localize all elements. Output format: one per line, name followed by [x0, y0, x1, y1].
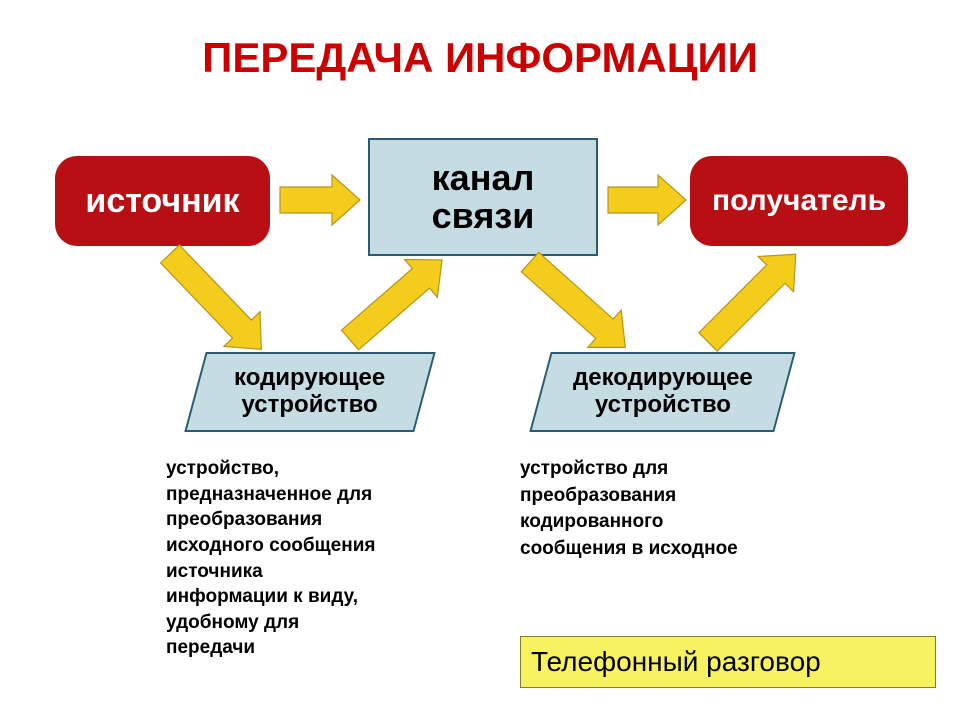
arrow-decoder-to-receiver [690, 237, 813, 360]
footer-label: Телефонный разговор [531, 646, 821, 678]
node-channel-label: канал связи [432, 159, 535, 235]
arrow-encoder-to-channel [334, 241, 459, 359]
arrow-channel-to-decoder [513, 243, 642, 366]
node-receiver: получатель [690, 156, 908, 246]
node-source: источник [55, 156, 270, 246]
node-encoder-label: кодирующее устройство [234, 365, 385, 419]
arrows-layer [0, 0, 960, 720]
node-encoder: кодирующее устройство [184, 352, 435, 432]
diagram-canvas: ПЕРЕДАЧА ИНФОРМАЦИИ источник канал связи… [0, 0, 960, 720]
node-decoder: декодирующее устройство [529, 352, 795, 432]
node-receiver-label: получатель [712, 184, 886, 218]
encoder-description: устройство, предназначенное для преобраз… [166, 456, 376, 661]
diagram-title: ПЕРЕДАЧА ИНФОРМАЦИИ [0, 34, 960, 82]
node-decoder-label: декодирующее устройство [573, 365, 753, 419]
arrow-source-to-encoder [152, 237, 279, 367]
arrow-channel-to-receiver [608, 175, 686, 225]
node-source-label: источник [85, 182, 239, 221]
arrow-source-to-channel [280, 175, 360, 225]
node-channel: канал связи [368, 138, 598, 256]
footer-box: Телефонный разговор [520, 636, 936, 688]
decoder-description: устройство для преобразования кодированн… [520, 456, 738, 562]
